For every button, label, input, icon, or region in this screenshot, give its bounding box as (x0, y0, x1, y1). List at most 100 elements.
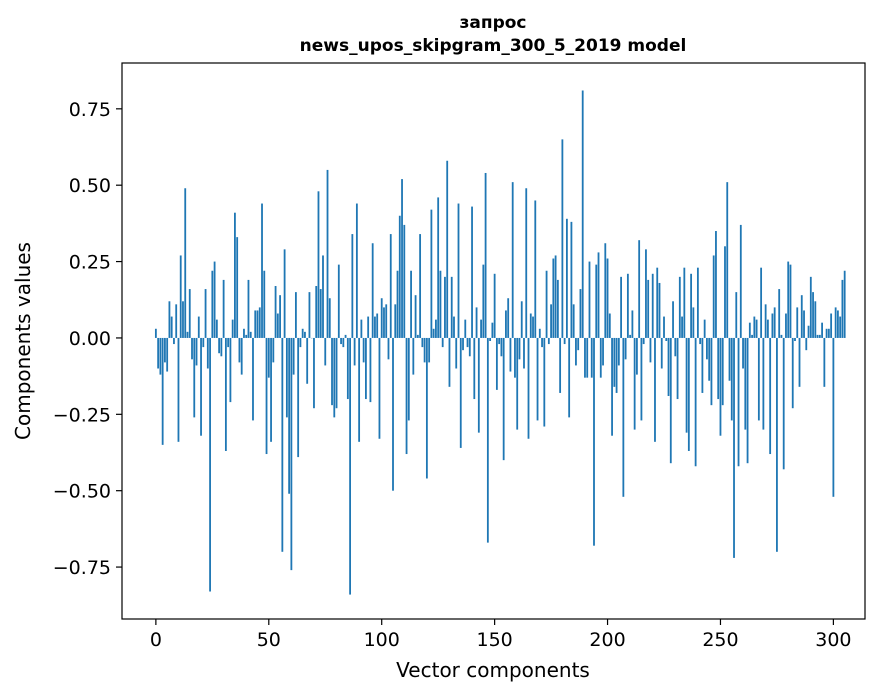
bar (475, 307, 478, 338)
bar (191, 337, 193, 360)
bar (279, 295, 281, 338)
bar (342, 337, 345, 348)
x-tick-label: 0 (150, 629, 162, 651)
bar (690, 273, 693, 338)
bar (543, 337, 546, 427)
bar (532, 316, 534, 338)
bar (570, 221, 573, 338)
bar (340, 337, 342, 345)
bar (841, 279, 844, 338)
bar (839, 316, 842, 338)
bar (358, 337, 361, 442)
bar (213, 261, 216, 338)
bar (602, 337, 604, 366)
bar (154, 328, 157, 338)
bar (480, 319, 482, 338)
x-tick-label: 150 (476, 629, 512, 651)
bar (814, 301, 817, 338)
bar (721, 337, 724, 406)
bar (243, 328, 245, 338)
bar (322, 255, 324, 338)
bar (778, 289, 781, 338)
bar (568, 337, 571, 418)
bar (753, 316, 756, 338)
bar (509, 337, 512, 372)
bar (276, 313, 279, 338)
plot-frame (121, 62, 866, 620)
bar (346, 337, 349, 400)
bar (735, 292, 738, 338)
x-axis-label: Vector components (396, 658, 590, 682)
bar (227, 337, 230, 348)
bar (821, 322, 823, 338)
bar (288, 337, 291, 494)
y-tick-label: 0.25 (69, 252, 111, 274)
bar (238, 337, 241, 363)
bar (748, 322, 751, 338)
bar (448, 337, 451, 387)
bar (170, 316, 173, 338)
bar (254, 310, 257, 338)
bar (446, 160, 449, 338)
bar (304, 331, 306, 338)
bar (647, 279, 650, 338)
bar (552, 258, 555, 338)
x-tick-label: 50 (257, 629, 281, 651)
bar (234, 212, 236, 338)
bar (315, 286, 318, 338)
bar (396, 270, 399, 338)
bar (563, 337, 566, 345)
bar (516, 337, 519, 430)
bar (468, 337, 471, 357)
bar (834, 307, 837, 338)
bar (421, 337, 424, 348)
bar (471, 206, 473, 338)
bar (157, 337, 160, 369)
bar (292, 337, 295, 375)
y-tick-label: 0.00 (69, 328, 111, 350)
bar (367, 316, 370, 338)
bar (726, 182, 729, 338)
bar (572, 304, 575, 338)
bar (507, 298, 510, 338)
bar (547, 337, 550, 345)
bar (333, 337, 336, 418)
bar (620, 276, 622, 338)
bar (590, 337, 593, 378)
bar (606, 258, 609, 338)
bar (638, 240, 641, 338)
bar (764, 304, 767, 338)
bar (649, 337, 652, 363)
bar (403, 224, 406, 338)
bar (495, 337, 498, 390)
bar (640, 337, 643, 421)
bar (186, 331, 189, 338)
bar (389, 234, 392, 338)
bar (794, 337, 796, 341)
bar (514, 337, 516, 378)
bar (771, 313, 774, 338)
chart-title-line-1: запрос (459, 13, 526, 33)
bar (419, 234, 422, 338)
bar (502, 337, 505, 461)
bar (394, 304, 397, 338)
bar (742, 337, 744, 369)
bar (719, 337, 722, 436)
bar (687, 337, 690, 451)
bar (746, 337, 749, 464)
bar (622, 337, 625, 497)
bar (678, 276, 681, 338)
bar (430, 209, 433, 338)
bar (773, 307, 776, 338)
bar (529, 313, 532, 338)
bar (561, 139, 564, 338)
bar (387, 337, 390, 360)
bar (685, 337, 688, 433)
bar (724, 246, 726, 338)
bar (371, 243, 374, 338)
bar (222, 279, 225, 338)
bar (173, 337, 175, 345)
bar (435, 319, 437, 338)
bar (218, 337, 221, 354)
